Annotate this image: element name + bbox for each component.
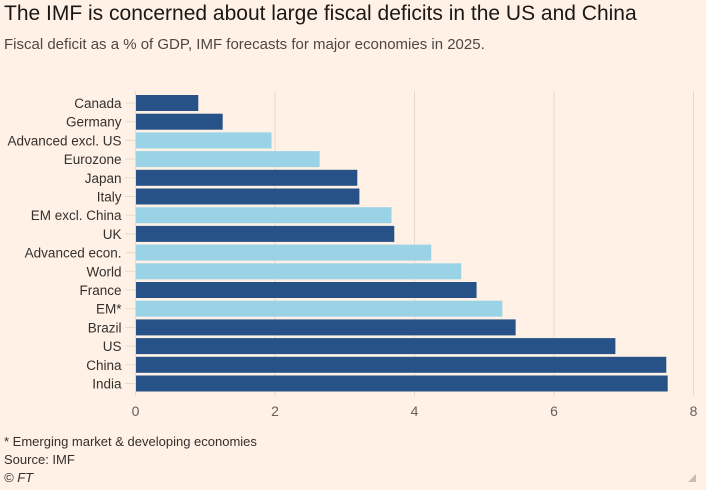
footnote: * Emerging market & developing economies: [4, 434, 257, 449]
bar-eurozone: [135, 151, 320, 168]
bar-advanced-excl-us: [135, 132, 272, 149]
bar-brazil: [135, 319, 516, 336]
x-tick-label: 4: [411, 403, 419, 419]
bar-world: [135, 263, 462, 280]
source: Source: IMF: [4, 452, 75, 467]
chart-subtitle: Fiscal deficit as a % of GDP, IMF foreca…: [4, 36, 485, 53]
category-label: EM*: [96, 302, 122, 317]
bar-india: [135, 375, 668, 392]
category-label: Advanced excl. US: [7, 133, 121, 148]
bar-uk: [135, 225, 395, 242]
bar-chart: 0 2 4 6 8 Canada Germany Advanced excl. US Euroz…: [7, 91, 698, 419]
category-label: World: [86, 264, 121, 279]
bar-em: [135, 300, 503, 317]
category-label: Japan: [85, 171, 122, 186]
category-label: EM excl. China: [31, 208, 122, 223]
category-label: Germany: [66, 115, 122, 130]
category-label: Brazil: [88, 320, 122, 335]
bar-france: [135, 282, 477, 298]
category-label: Advanced econ.: [25, 246, 122, 261]
bar-japan: [135, 169, 358, 186]
category-label: Eurozone: [64, 152, 122, 167]
category-label: UK: [103, 227, 122, 242]
x-tick-label: 6: [550, 403, 558, 419]
ft-credit: © FT: [4, 470, 34, 485]
x-tick-label: 8: [690, 403, 698, 419]
bar-em-excl-china: [135, 207, 392, 224]
x-tick-label: 2: [271, 403, 279, 419]
bar-germany: [135, 113, 223, 130]
category-label: Canada: [74, 96, 122, 111]
category-label: China: [86, 358, 122, 373]
category-label: Italy: [97, 190, 122, 205]
bar-italy: [135, 188, 360, 205]
chart-title: The IMF is concerned about large fiscal …: [4, 2, 637, 25]
category-label: US: [103, 339, 122, 354]
resize-handle-icon[interactable]: [688, 474, 696, 482]
bar-us: [135, 338, 616, 355]
category-label: India: [92, 377, 122, 392]
bar-canada: [135, 95, 199, 111]
bar-advanced-econ: [135, 244, 432, 261]
x-tick-label: 0: [132, 403, 140, 419]
category-label: France: [79, 283, 121, 298]
bar-china: [135, 356, 667, 373]
